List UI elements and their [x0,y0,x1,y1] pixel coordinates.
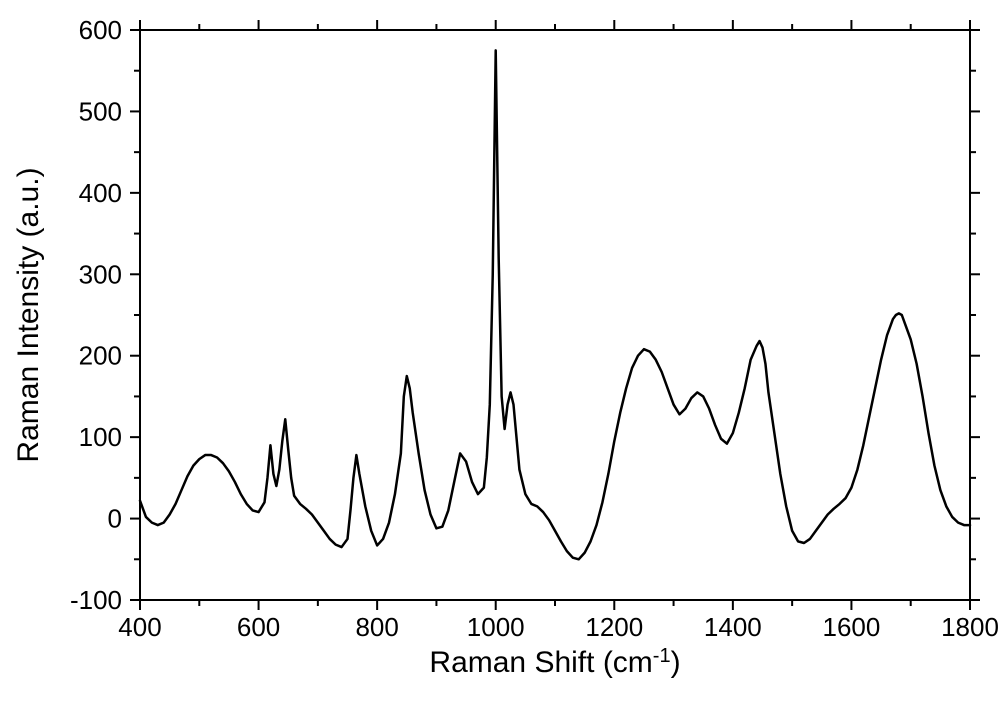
x-tick-label: 1400 [704,612,762,642]
x-tick-label: 1200 [585,612,643,642]
raman-spectrum-chart: 400 600 800 1000 1200 1400 1600 1800 -100 0 100 200… [0,0,1000,715]
x-tick-label: 600 [237,612,280,642]
x-tick-label: 1800 [941,612,999,642]
y-tick-label: 300 [79,259,122,289]
x-tick-label: 400 [118,612,161,642]
x-axis-label: Raman Shift (cm-1) [429,645,680,679]
x-tick-label: 1000 [467,612,525,642]
chart-svg: 400 600 800 1000 1200 1400 1600 1800 -100 0 100 200… [0,0,1000,715]
y-tick-label: 400 [79,178,122,208]
y-tick-label: 200 [79,341,122,371]
x-tick-label: 1600 [823,612,881,642]
spectrum-line [140,50,970,559]
y-tick-label: 0 [108,504,122,534]
x-tick-label: 800 [355,612,398,642]
y-tick-label: -100 [70,585,122,615]
y-tick-label: 100 [79,422,122,452]
y-tick-label: 500 [79,96,122,126]
y-axis-label: Raman Intensity (a.u.) [12,167,45,462]
y-tick-label: 600 [79,15,122,45]
